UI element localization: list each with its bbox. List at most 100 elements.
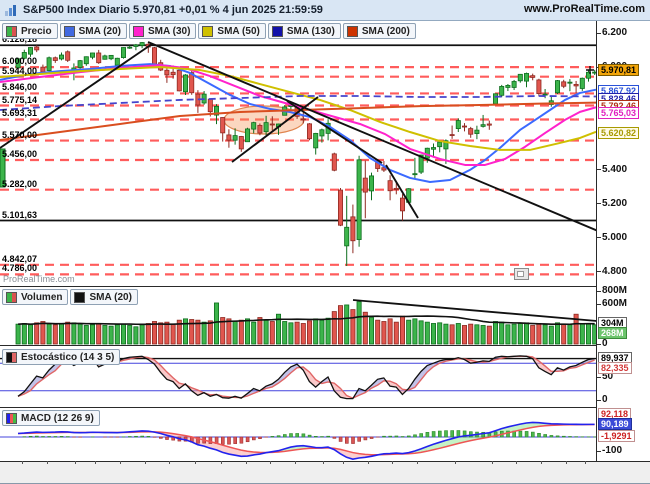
volume-bar — [270, 321, 274, 344]
legend-swatch-icon — [64, 26, 75, 37]
macd-histogram-bar — [562, 436, 565, 437]
candlestick — [270, 124, 274, 125]
sma50-tag: 5.620,82 — [598, 127, 639, 139]
macd-histogram-bar — [159, 437, 162, 438]
price-axis-label: 5.400 — [602, 164, 627, 175]
legend-volume-volumen[interactable]: Volumen — [2, 289, 68, 305]
price-chart[interactable] — [0, 21, 597, 286]
candlestick — [239, 136, 243, 148]
candlestick — [140, 43, 144, 46]
legend-price-sma-20[interactable]: SMA (20) — [60, 23, 127, 39]
legend-price-sma-30[interactable]: SMA (30) — [129, 23, 196, 39]
volume-bar — [524, 323, 528, 344]
volume-bar — [84, 325, 88, 344]
volume-bar — [41, 321, 45, 344]
candlestick — [438, 142, 442, 147]
legend-price-sma-50[interactable]: SMA (50) — [198, 23, 265, 39]
macd-histogram-bar — [352, 437, 355, 444]
candlestick — [233, 136, 237, 141]
legend-stoch-estoc-stico-14-3-5[interactable]: Estocástico (14 3 5) — [2, 349, 120, 365]
candlestick — [66, 52, 70, 61]
candlestick — [264, 123, 268, 132]
price-axis-label: 4.800 — [602, 266, 627, 277]
legend-price-precio[interactable]: Precio — [2, 23, 58, 39]
volume-bar — [376, 320, 380, 344]
volume-bar — [438, 323, 442, 344]
date-tick-mark — [221, 461, 222, 464]
macd-histogram-bar — [333, 437, 336, 438]
legend-swatch-icon — [202, 26, 213, 37]
panel-divider[interactable] — [0, 407, 597, 408]
volume-bar — [394, 322, 398, 344]
price-level-label: 5.846,00 — [2, 82, 37, 92]
candlestick — [338, 190, 342, 225]
legend-label: Estocástico (14 3 5) — [21, 352, 114, 363]
volume-bar — [512, 324, 516, 344]
macd-histogram-bar — [141, 436, 144, 437]
macd-histogram-bar — [383, 436, 386, 437]
volume-bar — [487, 326, 491, 344]
candlestick — [78, 61, 82, 68]
legend-swatch-icon — [74, 292, 85, 303]
legend-macd-macd-12-26-9[interactable]: MACD (12 26 9) — [2, 410, 100, 426]
date-tick-mark — [516, 461, 517, 464]
legend-swatch-icon — [6, 26, 17, 37]
candlestick — [41, 67, 45, 72]
price-level-label: 5.101,63 — [2, 210, 37, 220]
legend-label: SMA (20) — [79, 26, 121, 37]
candlestick — [28, 48, 32, 55]
mini-window-icon[interactable] — [514, 268, 529, 280]
candlestick — [121, 48, 125, 58]
candlestick — [177, 70, 181, 90]
candlestick — [314, 133, 318, 148]
panel-divider[interactable] — [0, 345, 597, 346]
legend-price-sma-130[interactable]: SMA (130) — [268, 23, 341, 39]
candlestick — [301, 119, 305, 120]
watermark: ProRealTime.com — [3, 274, 75, 284]
macd-histogram-bar — [544, 434, 547, 437]
time-axis[interactable]: 2127feb06121925mar07131925abr04101623may… — [0, 461, 650, 483]
candlestick — [332, 154, 336, 170]
legend-price-sma-200[interactable]: SMA (200) — [343, 23, 416, 39]
candlestick — [363, 178, 367, 192]
panel-divider[interactable] — [0, 286, 597, 287]
volume-axis-label: 800M — [602, 285, 627, 296]
macd-histogram-bar — [531, 432, 534, 437]
date-tick-mark — [392, 461, 393, 464]
candlestick — [35, 47, 39, 50]
candlestick — [53, 58, 57, 61]
macd-histogram-bar — [147, 436, 150, 437]
stochastic-legend: Estocástico (14 3 5) — [2, 349, 120, 365]
price-axis-label: 6.200 — [602, 27, 627, 38]
volume-bar — [549, 326, 553, 344]
volume-bar — [555, 323, 559, 344]
chart-title: S&P500 Index Diario 5.970,81 +0,01 % 4 j… — [23, 4, 323, 16]
volume-bar — [543, 325, 547, 344]
volume-bar — [450, 325, 454, 344]
candlestick — [400, 198, 404, 211]
macd-histogram-bar — [259, 437, 262, 439]
volume-bar — [159, 323, 163, 344]
candlestick — [506, 85, 510, 87]
stoch-d-tag: 82,335 — [598, 362, 632, 374]
legend-swatch-icon — [6, 292, 17, 303]
candlestick — [227, 135, 231, 140]
volume-bar — [531, 325, 535, 344]
candlestick — [59, 55, 63, 59]
candlestick — [562, 82, 566, 86]
macd-histogram-bar — [228, 437, 231, 444]
legend-volume-sma-20[interactable]: SMA (20) — [70, 289, 137, 305]
candlestick — [165, 70, 169, 75]
price-level-label: 6.000,00 — [2, 56, 37, 66]
volume-bar — [72, 323, 76, 344]
website-link[interactable]: www.ProRealTime.com — [524, 3, 645, 15]
volume-bar — [562, 324, 566, 344]
volume-axis-label: 600M — [602, 298, 627, 309]
volume-sma-line — [18, 316, 595, 324]
price-legend: Precio SMA (20) SMA (30)SMA (50)SMA (130)S… — [2, 23, 416, 39]
axis-tick-mark — [597, 291, 601, 292]
date-tick-mark — [585, 461, 586, 464]
axis-tick-mark — [597, 33, 601, 34]
volume-bar — [586, 323, 590, 344]
price-axis-label: 5.000 — [602, 232, 627, 243]
